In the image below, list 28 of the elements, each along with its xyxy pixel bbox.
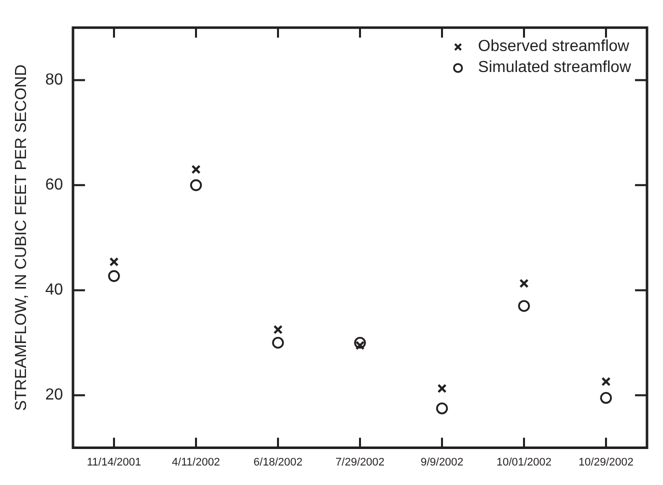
point [437,384,447,394]
point [272,336,284,349]
point [518,300,530,312]
y-tick-label: 40 [45,282,64,299]
x-tick-label: 6/18/2002 [254,456,302,468]
point [600,392,612,404]
x-tick-label: 11/14/2001 [86,456,142,468]
y-axis-title: STREAMFLOW, IN CUBIC FEET PER SECOND [13,64,30,411]
point [354,336,366,349]
y-tick-label: 80 [45,72,64,89]
point [519,278,529,288]
point [108,270,120,282]
point [191,164,201,174]
legend-label: Simulated streamflow [478,58,631,78]
point [190,179,202,192]
y-tick-label: 60 [45,176,64,194]
point [109,257,119,266]
x-tick-label: 4/11/2002 [172,456,220,468]
point [355,340,365,350]
x-tick-label: 10/01/2002 [496,456,552,468]
point [601,376,611,386]
x-tick-label: 7/29/2002 [336,456,384,468]
point [273,324,283,334]
y-tick-label: 20 [45,386,64,404]
legend-label: Observed streamflow [478,37,630,57]
x-tick-label: 9/9/2002 [420,456,464,468]
point [436,402,448,414]
x-tick-label: 10/29/2002 [578,456,634,468]
